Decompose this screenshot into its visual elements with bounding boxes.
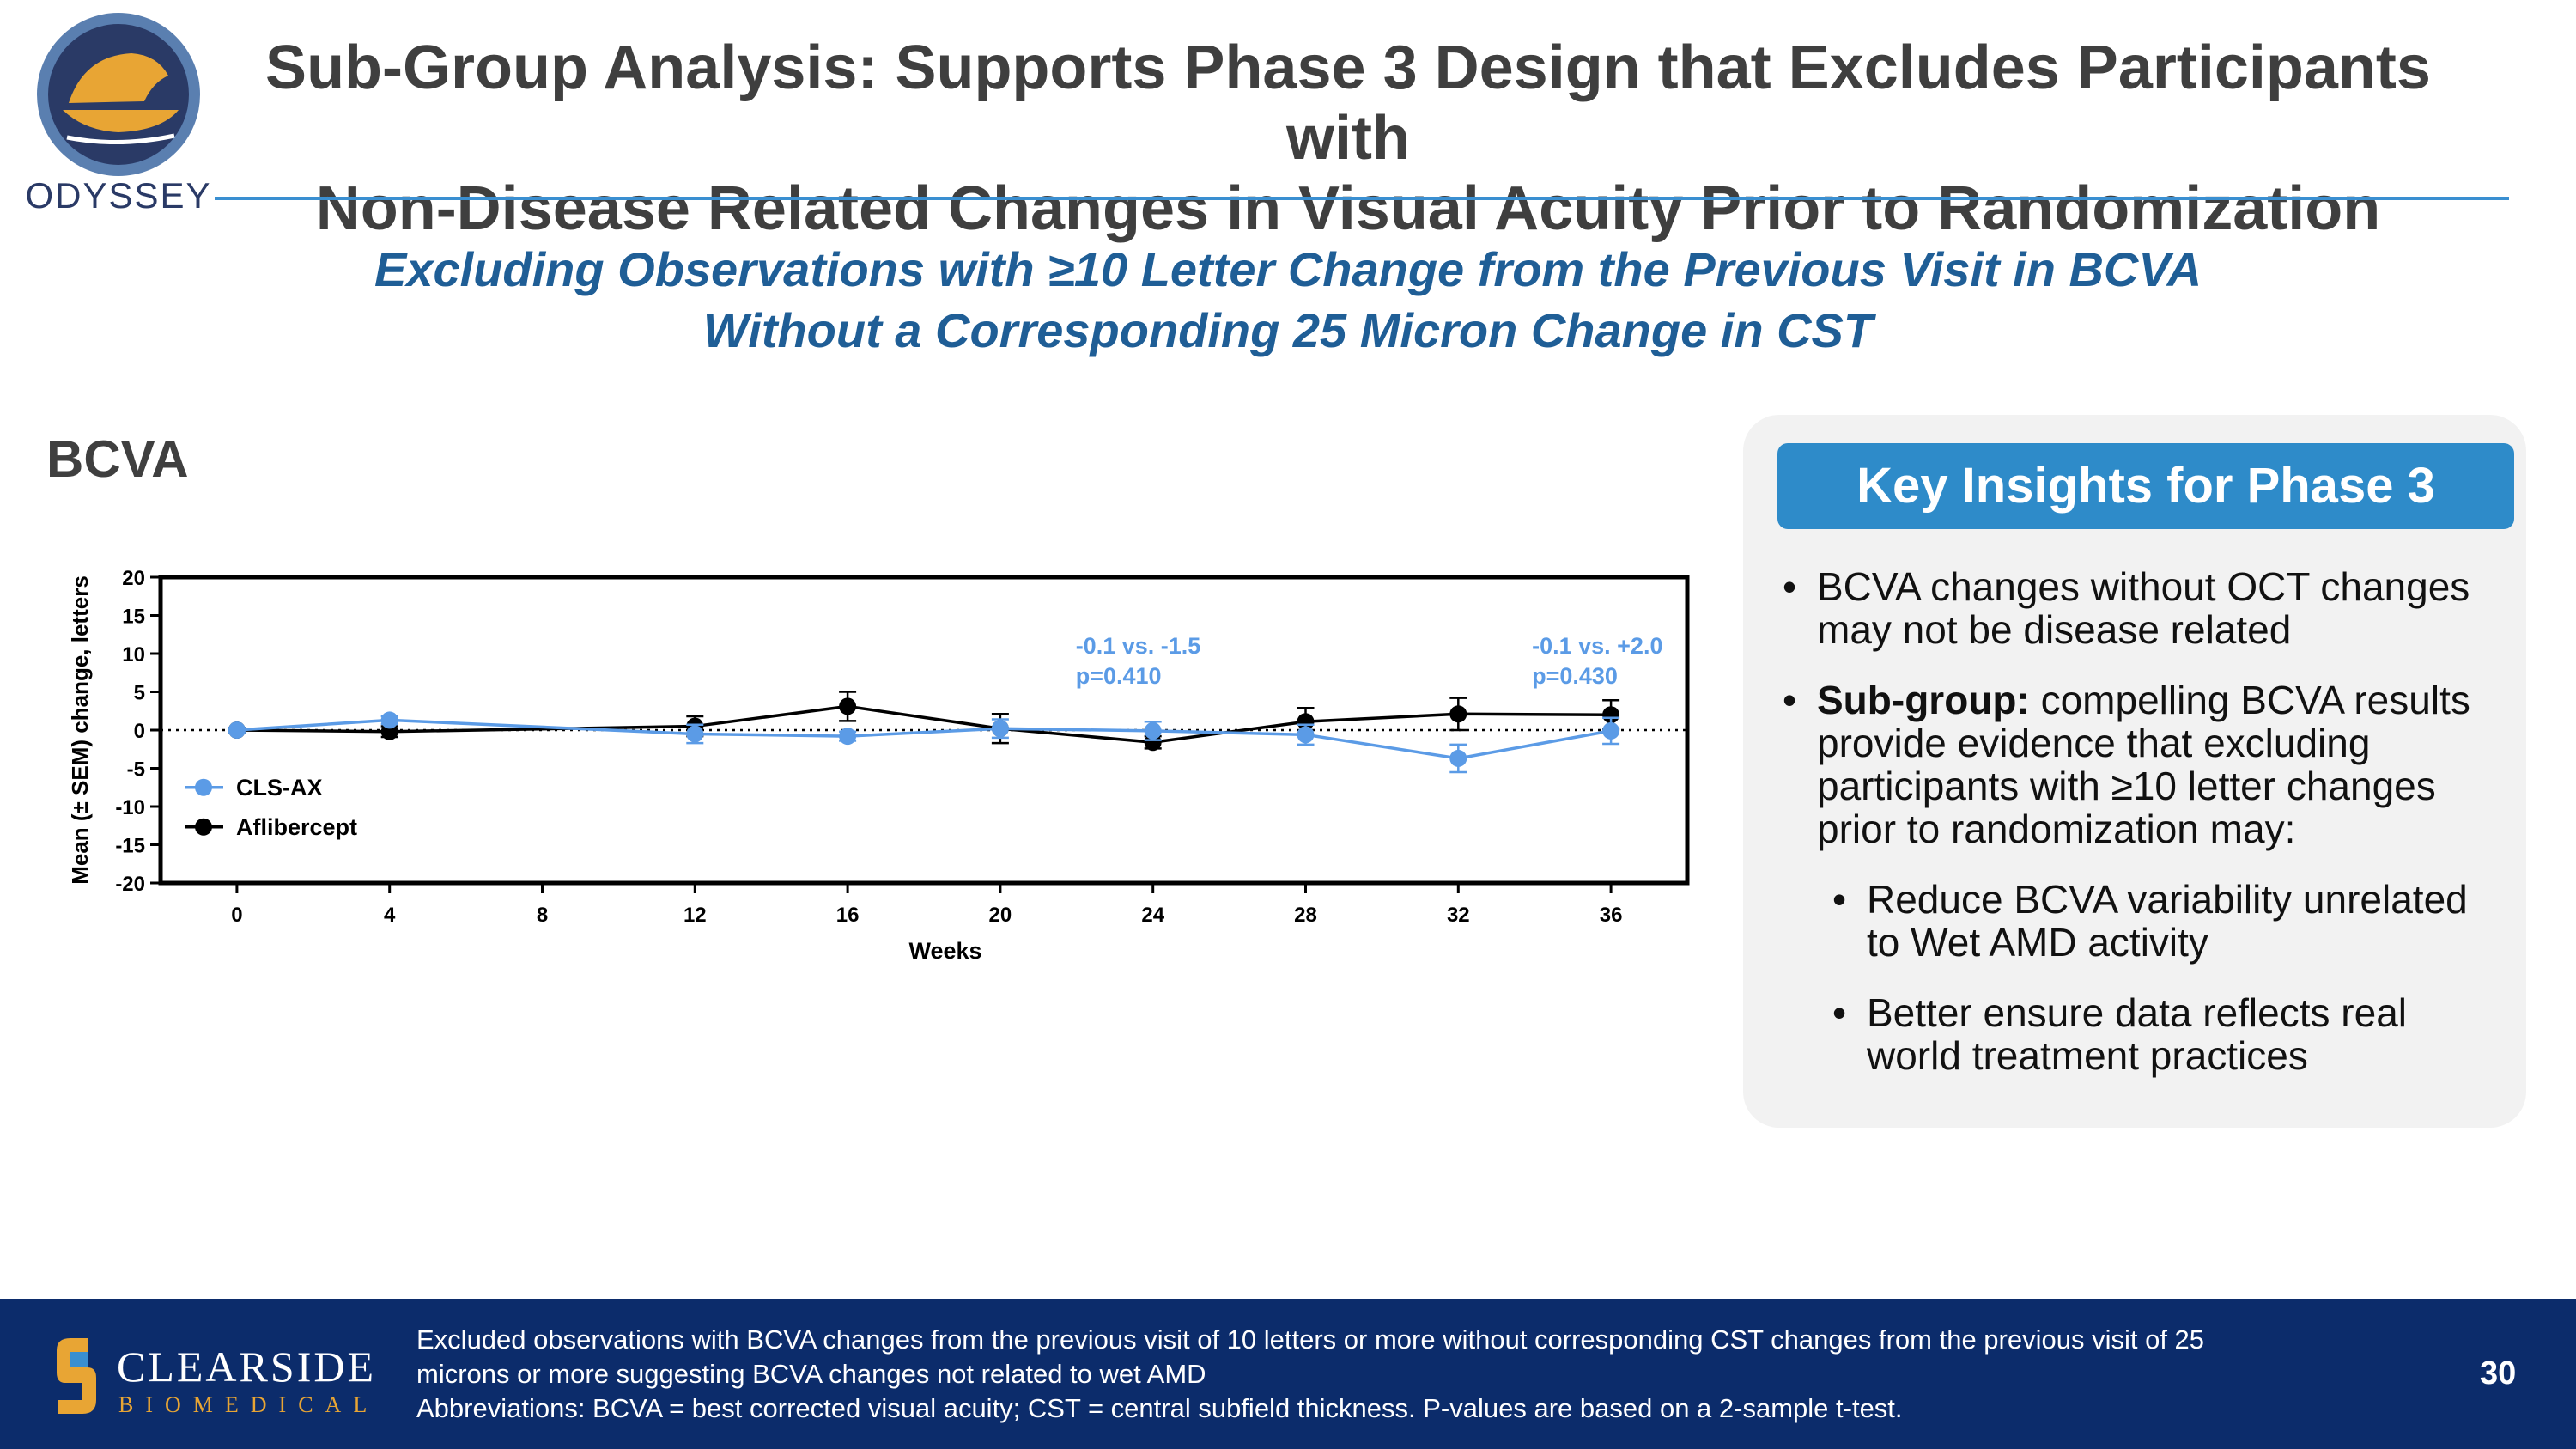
data-point-aflibercept [839,697,857,715]
data-point-cls-ax [686,725,704,743]
clearside-brand-name: CLEARSIDE [117,1342,376,1391]
legend-label-aflibercept: Aflibercept [236,814,357,840]
y-tick-label: -5 [127,758,145,782]
y-tick-label: 0 [134,720,145,743]
data-point-cls-ax [1602,721,1620,740]
data-point-aflibercept [1449,705,1467,723]
insights-panel: Key Insights for Phase 3 BCVA changes wi… [1743,415,2526,1128]
y-tick-label: -15 [115,835,145,858]
data-point-cls-ax [839,728,857,746]
data-point-aflibercept [1602,706,1620,724]
data-point-cls-ax [1297,726,1315,744]
legend-label-cls-ax: CLS-AX [236,775,323,801]
footer-abbreviations: Abbreviations: BCVA = best corrected vis… [416,1393,1903,1423]
clearside-logo: CLEARSIDE BIOMEDICAL [57,1338,379,1417]
insight-bullet-2: Sub-group: compelling BCVA results provi… [1777,679,2507,850]
chart-subtitle: Excluding Observations with ≥10 Letter C… [258,239,2318,361]
data-point-cls-ax [1449,749,1467,767]
odyssey-logo: ODYSSEY [25,13,211,215]
insight-bullet-1: BCVA changes without OCT changes may not… [1777,565,2507,651]
data-point-cls-ax [380,711,398,729]
subtitle-line-1: Excluding Observations with ≥10 Letter C… [374,242,2202,296]
x-tick-label: 32 [1447,904,1470,927]
y-tick-label: 10 [122,643,145,667]
legend-marker-aflibercept [195,818,212,836]
insight-bullet-1-text: BCVA changes without OCT changes may not… [1817,564,2470,652]
insights-header: Key Insights for Phase 3 [1777,443,2514,529]
page-title: Sub-Group Analysis: Supports Phase 3 Des… [215,33,2482,244]
y-tick-label: 20 [122,567,145,590]
odyssey-logo-text: ODYSSEY [25,175,211,215]
x-tick-label: 16 [836,904,860,927]
footer-note: Excluded observations with BCVA changes … [416,1323,2426,1426]
insight-sub-bullet-2-text: Better ensure data reflects real world t… [1867,990,2407,1078]
x-tick-label: 24 [1141,904,1164,927]
bcva-chart: 20 15 10 5 0 -5 -10 -15 -20 0 4 8 12 16 20 24 28 32 36 Week… [60,541,1717,988]
title-line-1: Sub-Group Analysis: Supports Phase 3 Des… [265,33,2431,173]
x-tick-label: 28 [1294,904,1317,927]
bcva-chart-svg: 20 15 10 5 0 -5 -10 -15 -20 0 4 8 12 16 20 24 28 32 36 Week… [67,567,1690,964]
footer-note-line-1: Excluded observations with BCVA changes … [416,1324,2205,1355]
annotation-p-value: p=0.410 [1076,663,1162,689]
annotation-p-value: p=0.430 [1532,663,1618,689]
y-tick-label: -10 [115,796,145,819]
data-point-cls-ax [991,720,1009,738]
y-tick-label: -20 [115,873,145,896]
section-label-bcva: BCVA [46,430,189,488]
x-axis-label: Weeks [908,938,981,964]
series-line-aflibercept [236,704,1612,745]
title-line-2: Non-Disease Related Changes in Visual Ac… [315,174,2381,243]
x-tick-label: 4 [384,904,396,927]
subtitle-line-2: Without a Corresponding 25 Micron Change… [702,303,1874,357]
x-tick-label: 20 [989,904,1012,927]
insight-bullet-2-bold: Sub-group: [1817,678,2030,722]
data-point-aflibercept [1297,713,1315,731]
insight-sub-bullet-1: Reduce BCVA variability unrelated to Wet… [1827,878,2507,964]
series-line-cls-ax [236,718,1612,760]
insight-bullet-2-text: compelling BCVA results provide evidence… [1817,678,2470,851]
clearside-brand-sub: BIOMEDICAL [118,1392,379,1417]
y-tick-label: 5 [134,682,145,705]
annotation-comparison: -0.1 vs. +2.0 [1532,633,1662,659]
legend-marker-cls-ax [195,778,212,796]
y-axis-label: Mean (± SEM) change, letters [67,575,93,885]
footer-note-line-2: microns or more suggesting BCVA changes … [416,1359,1206,1389]
y-tick-label: 15 [122,606,145,629]
insight-sub-bullet-1-text: Reduce BCVA variability unrelated to Wet… [1867,877,2468,965]
x-tick-label: 36 [1600,904,1623,927]
insights-list: BCVA changes without OCT changes may not… [1777,565,2507,1105]
x-tick-label: 12 [683,904,707,927]
annotation-comparison: -0.1 vs. -1.5 [1076,633,1201,659]
page-number: 30 [2480,1355,2517,1391]
footer: CLEARSIDE BIOMEDICAL Excluded observatio… [0,1299,2576,1449]
insight-sub-bullet-2: Better ensure data reflects real world t… [1827,991,2507,1077]
data-point-cls-ax [1144,721,1162,740]
data-point-cls-ax [228,721,246,739]
title-divider [215,197,2509,200]
x-tick-label: 0 [231,904,242,927]
x-tick-label: 8 [537,904,548,927]
